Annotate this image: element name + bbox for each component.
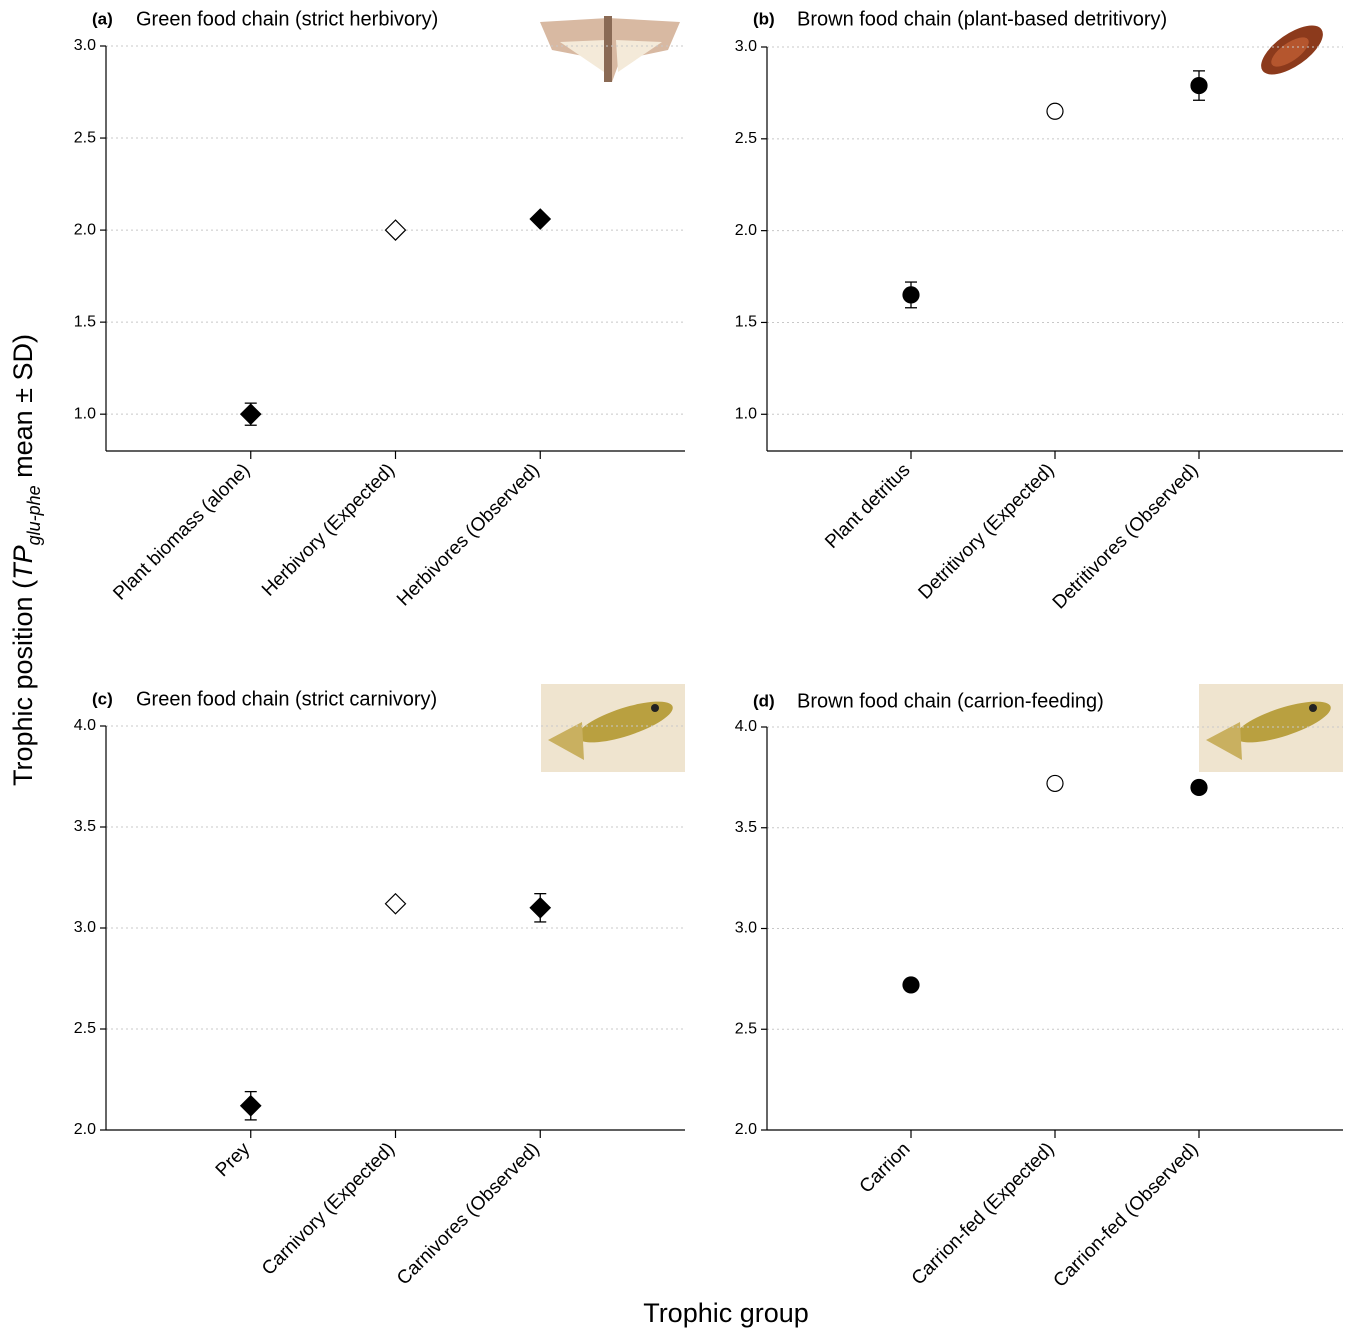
- y-tick-label: 2.0: [74, 221, 96, 238]
- data-point: [1047, 103, 1063, 119]
- y-tick-label: 2.5: [735, 1020, 757, 1037]
- panel-label: (b): [753, 9, 775, 28]
- y-tick-label: 3.5: [74, 818, 96, 835]
- y-tick-label: 2.5: [74, 129, 96, 146]
- data-point: [386, 220, 406, 240]
- panel: (d) Brown food chain (carrion-feeding) 2.0…: [735, 690, 1343, 1291]
- data-point: [1191, 779, 1207, 795]
- y-tick-label: 3.0: [735, 38, 757, 55]
- y-tick-label: 1.0: [735, 405, 757, 422]
- x-tick-label: Carrion-fed (Observed): [1050, 1139, 1203, 1292]
- x-tick-label: Detritivory (Expected): [915, 460, 1059, 604]
- data-point: [1191, 78, 1207, 94]
- y-tick-label: 1.5: [74, 313, 96, 330]
- x-tick-label: Carnivores (Observed): [393, 1139, 544, 1290]
- fish-photo: [541, 684, 685, 772]
- moth-photo: [540, 16, 680, 82]
- panel-label: (d): [753, 691, 775, 710]
- x-tick-label: Detritivores (Observed): [1049, 460, 1203, 614]
- panel: (a) Green food chain (strict herbivory) 1.…: [74, 8, 685, 610]
- y-tick-label: 1.0: [74, 405, 96, 422]
- y-title-part: Trophic position (: [8, 580, 38, 786]
- y-title-symbol: TP: [8, 545, 38, 580]
- x-tick-label: Herbivory (Expected): [258, 460, 399, 601]
- y-tick-label: 3.0: [74, 37, 96, 54]
- data-point: [241, 404, 261, 424]
- x-tick-label: Herbivores (Observed): [393, 460, 544, 611]
- data-point: [530, 209, 550, 229]
- y-title-part: mean ± SD): [8, 334, 38, 485]
- data-point: [530, 898, 550, 918]
- fish-photo: [1199, 684, 1343, 772]
- x-tick-label: Prey: [212, 1138, 255, 1181]
- y-tick-label: 4.0: [735, 718, 757, 735]
- y-tick-label: 2.5: [735, 130, 757, 147]
- data-point: [386, 894, 406, 914]
- y-tick-label: 2.0: [735, 1121, 757, 1138]
- x-tick-label: Plant detritus: [821, 460, 914, 553]
- panel-title: Brown food chain (plant-based detritivor…: [797, 8, 1167, 30]
- figure: Trophic position (TPglu-phe mean ± SD) T…: [0, 0, 1349, 1328]
- data-point: [1047, 775, 1063, 791]
- x-axis-title: Trophic group: [643, 1298, 809, 1328]
- panel: (b) Brown food chain (plant-based detriti…: [735, 8, 1343, 613]
- y-tick-label: 2.0: [74, 1121, 96, 1138]
- y-tick-label: 1.5: [735, 314, 757, 331]
- panel-title: Green food chain (strict herbivory): [136, 8, 438, 30]
- panel-title: Brown food chain (carrion-feeding): [797, 690, 1104, 712]
- y-title-subscript: glu-phe: [24, 485, 44, 545]
- y-axis-title: Trophic position (TPglu-phe mean ± SD): [8, 334, 44, 786]
- x-tick-label: Carrion-fed (Expected): [908, 1139, 1059, 1290]
- panel-label: (a): [92, 9, 113, 28]
- y-tick-label: 2.0: [735, 222, 757, 239]
- data-point: [903, 287, 919, 303]
- panel-label: (c): [92, 689, 113, 708]
- x-tick-label: Carrion: [856, 1139, 915, 1198]
- x-tick-label: Carnivory (Expected): [258, 1139, 399, 1280]
- y-tick-label: 3.0: [735, 920, 757, 937]
- y-tick-label: 3.0: [74, 919, 96, 936]
- data-point: [903, 977, 919, 993]
- y-tick-label: 2.5: [74, 1020, 96, 1037]
- panel-title: Green food chain (strict carnivory): [136, 688, 437, 710]
- y-tick-label: 3.5: [735, 819, 757, 836]
- data-point: [241, 1096, 261, 1116]
- y-tick-label: 4.0: [74, 717, 96, 734]
- x-tick-label: Plant biomass (alone): [109, 460, 254, 605]
- beetle-photo: [1253, 16, 1330, 84]
- panel: (c) Green food chain (strict carnivory) 2.…: [74, 688, 685, 1289]
